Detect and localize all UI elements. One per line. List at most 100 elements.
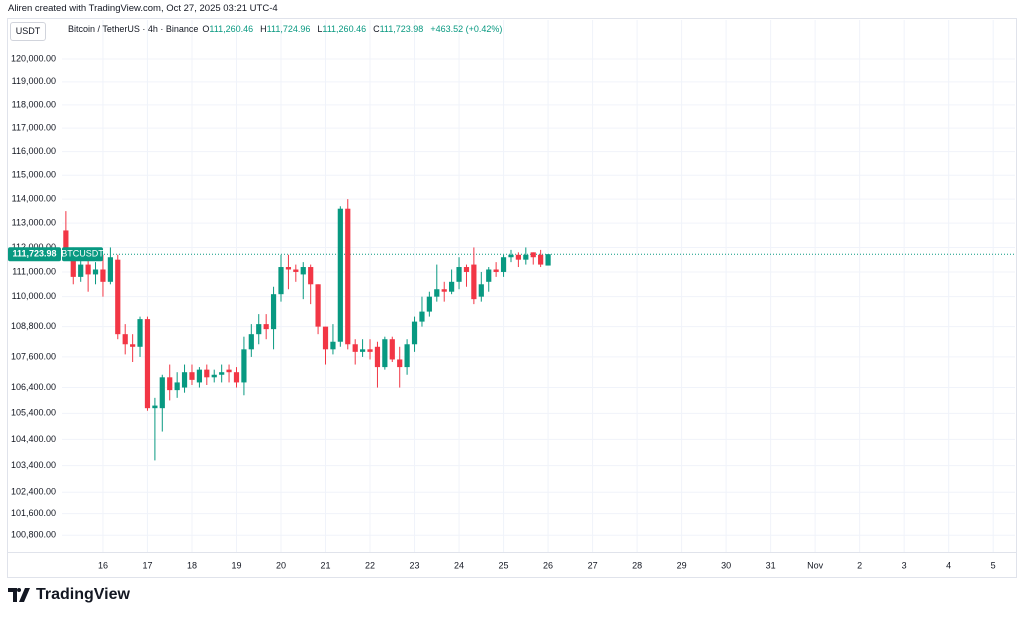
credit: Aliren created with TradingView.com, Oct…: [8, 3, 278, 14]
x-tick-label: 22: [365, 560, 375, 570]
logo-mark: [8, 588, 30, 602]
symbol: Bitcoin / TetherUS · 4h · Binance: [68, 24, 199, 34]
y-tick-label: 119,000.00: [12, 76, 56, 86]
logo: TradingView: [8, 586, 130, 604]
candle-body: [471, 264, 477, 300]
y-tick-label: 102,400.00: [11, 487, 56, 497]
candle-body: [181, 372, 188, 388]
candle-body: [211, 374, 217, 378]
currency-button[interactable]: USDT: [10, 22, 46, 41]
y-tick-label: 107,600.00: [11, 351, 56, 361]
x-tick-label: 23: [410, 560, 420, 570]
candle-body: [411, 321, 418, 345]
last-price-tag: [8, 247, 61, 262]
candle-body: [389, 339, 395, 360]
x-tick-label: 3: [902, 560, 907, 570]
candle-body: [92, 269, 99, 275]
x-tick-label: 5: [991, 560, 996, 570]
candle-body: [426, 296, 432, 312]
candle-body: [337, 208, 343, 342]
grid: [62, 20, 1015, 552]
x-tick-label: 21: [321, 560, 331, 570]
ohlc-value: 111,260.46: [209, 24, 254, 34]
candle-body: [441, 289, 447, 292]
candle-body: [219, 372, 225, 375]
x-tick-label: Nov: [807, 560, 824, 570]
y-tick-label: 105,400.00: [11, 408, 56, 418]
candle-body: [189, 372, 195, 380]
y-tick-label: 106,400.00: [11, 382, 56, 392]
x-tick-label: 29: [677, 560, 687, 570]
x-tick-label: 26: [543, 560, 553, 570]
candle-body: [456, 267, 462, 282]
change: +463.52 (+0.42%): [430, 24, 503, 34]
legend: Bitcoin / TetherUS · 4h · Binance O 111,2…: [68, 24, 505, 34]
candle-body: [515, 254, 521, 260]
y-tick-label: 116,000.00: [12, 146, 56, 156]
y-tick-label: 100,800.00: [11, 530, 56, 540]
last-price-label: 111,723.98: [12, 249, 56, 259]
candle-body: [404, 344, 410, 368]
candle-body: [523, 254, 529, 260]
candle-body: [308, 267, 314, 285]
candle-body: [115, 259, 121, 335]
y-tick-label: 120,000.00: [11, 53, 56, 63]
candle-body: [270, 294, 277, 330]
candle-body: [493, 269, 499, 272]
candle-body: [463, 267, 470, 272]
candle-body: [434, 289, 440, 297]
ohlc-value: 111,260.46: [322, 24, 367, 34]
y-tick-label: 108,800.00: [11, 321, 56, 331]
x-tick-label: 18: [187, 560, 197, 570]
candle-body: [137, 319, 143, 347]
y-tick-label: 111,000.00: [12, 266, 56, 276]
x-tick-label: 2: [857, 560, 862, 570]
ticker-tag: [62, 247, 103, 262]
candle-body: [167, 377, 173, 391]
candle-body: [352, 344, 358, 352]
ohlc-key: C: [373, 24, 380, 34]
candle-body: [248, 334, 254, 350]
x-tick-label: 25: [499, 560, 509, 570]
candle-body: [300, 267, 306, 275]
candle-body: [196, 369, 203, 383]
candle-body: [256, 324, 262, 335]
candle-body: [322, 326, 329, 350]
y-tick-label: 113,000.00: [12, 218, 56, 228]
ticker-label: BTCUSDT: [61, 249, 104, 259]
y-tick-label: 115,000.00: [12, 170, 56, 180]
x-tick-label: 19: [231, 560, 241, 570]
x-tick-label: 4: [946, 560, 951, 570]
candle-body: [486, 269, 492, 282]
candle-body: [367, 349, 373, 352]
candle-body: [508, 254, 514, 258]
logo-text: TradingView: [36, 586, 130, 603]
ohlc-key: H: [260, 24, 267, 34]
x-tick-label: 27: [588, 560, 598, 570]
candle-body: [233, 372, 240, 383]
y-tick-label: 112,000.00: [12, 242, 56, 252]
candle-body: [500, 257, 507, 272]
candle-body: [174, 382, 180, 391]
candle-body: [85, 264, 91, 275]
candle-body: [530, 252, 536, 258]
candle-body: [382, 339, 388, 368]
candle-body: [545, 254, 551, 266]
candle-body: [241, 349, 247, 383]
candle-body: [397, 359, 403, 368]
x-tick-label: 16: [98, 560, 108, 570]
candle-body: [63, 230, 69, 250]
y-tick-label: 118,000.00: [12, 99, 56, 109]
candle-body: [374, 346, 381, 368]
ohlc-key: O: [202, 24, 210, 34]
x-tick-label: 17: [142, 560, 152, 570]
candle-body: [144, 319, 151, 409]
y-tick-label: 114,000.00: [12, 193, 56, 203]
candle-body: [419, 311, 425, 322]
ohlc-key: L: [317, 24, 323, 34]
ohlc-value: 111,723.98: [379, 24, 424, 34]
x-tick-label: 20: [276, 560, 286, 570]
candle-body: [263, 324, 269, 330]
y-tick-label: 110,000.00: [12, 291, 56, 301]
